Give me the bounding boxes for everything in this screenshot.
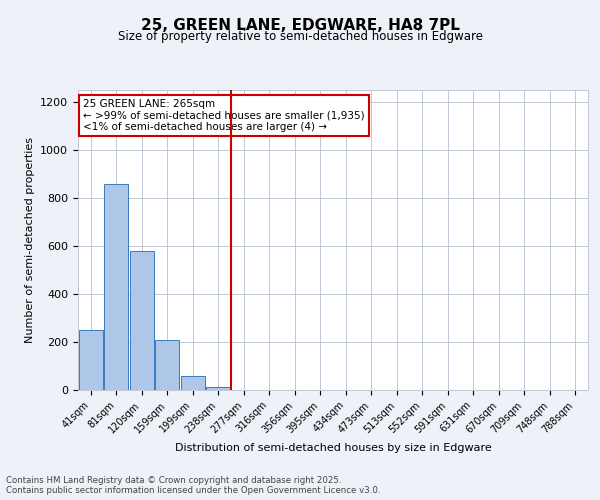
Text: 25, GREEN LANE, EDGWARE, HA8 7PL: 25, GREEN LANE, EDGWARE, HA8 7PL [140,18,460,32]
Bar [181,376,205,390]
Y-axis label: Number of semi-detached properties: Number of semi-detached properties [25,137,35,343]
Bar [206,387,230,390]
Bar [104,184,128,390]
Text: Size of property relative to semi-detached houses in Edgware: Size of property relative to semi-detach… [118,30,482,43]
Bar [130,252,154,390]
Bar [155,340,179,390]
X-axis label: Distribution of semi-detached houses by size in Edgware: Distribution of semi-detached houses by … [175,443,491,453]
Bar [79,330,103,390]
Text: Contains HM Land Registry data © Crown copyright and database right 2025.
Contai: Contains HM Land Registry data © Crown c… [6,476,380,495]
Text: 25 GREEN LANE: 265sqm
← >99% of semi-detached houses are smaller (1,935)
<1% of : 25 GREEN LANE: 265sqm ← >99% of semi-det… [83,99,365,132]
